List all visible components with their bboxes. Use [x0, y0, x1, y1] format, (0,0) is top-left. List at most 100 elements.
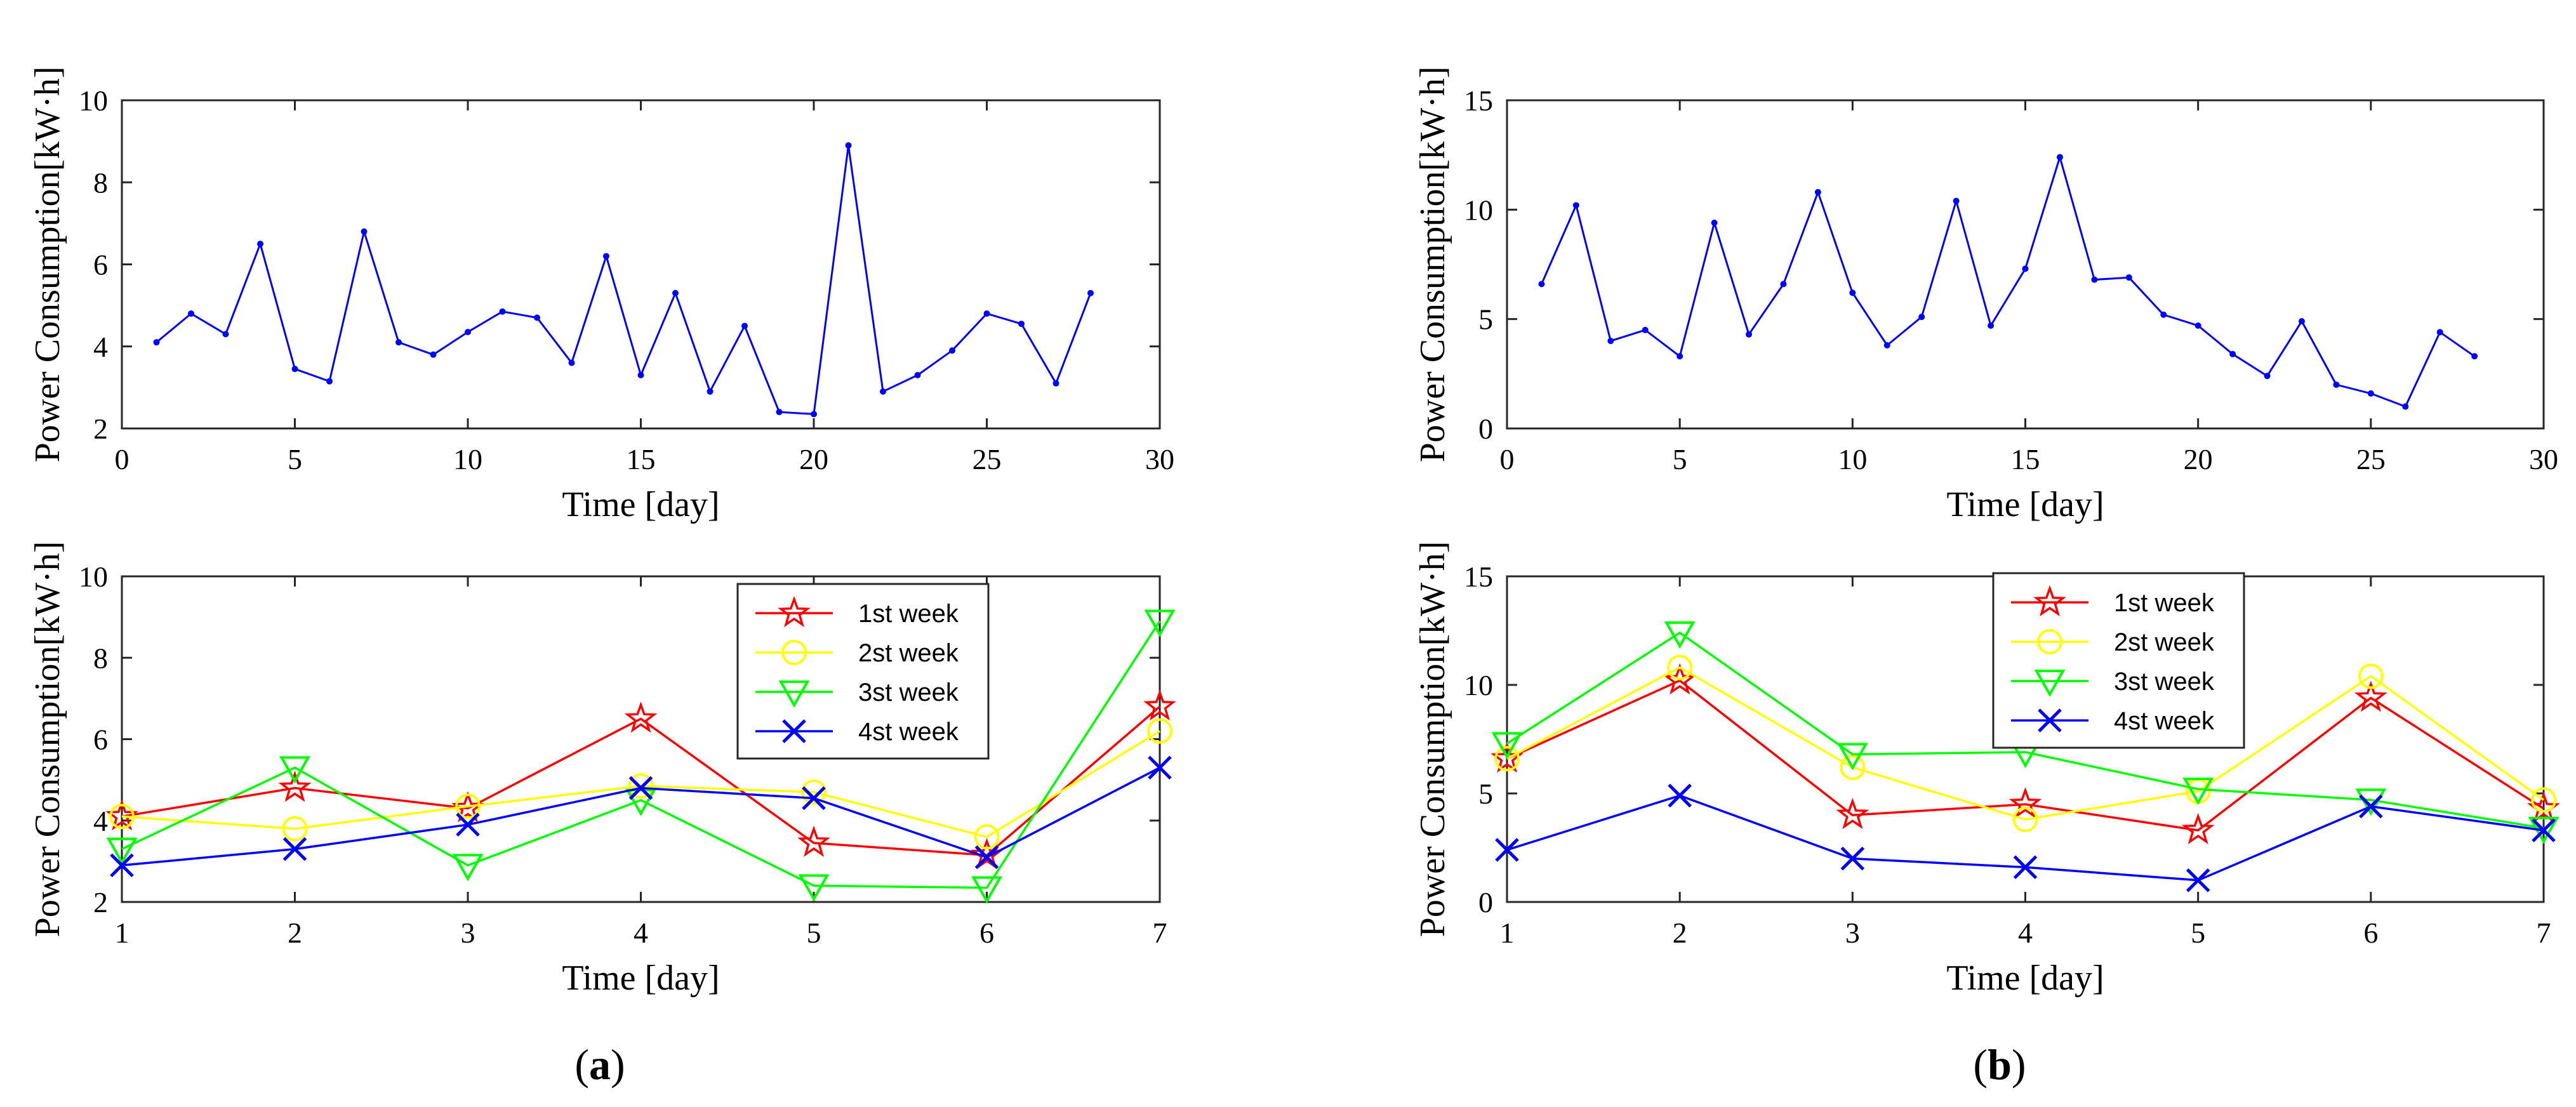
- data-point: [361, 228, 368, 235]
- legend-entry-label: 4st week: [2114, 707, 2215, 735]
- x-tick-label: 5: [288, 443, 302, 475]
- data-point: [776, 409, 783, 416]
- data-point: [1148, 755, 1172, 780]
- data-point: [2471, 353, 2478, 360]
- data-point: [983, 310, 990, 317]
- x-tick-label: 15: [2011, 443, 2040, 475]
- data-point: [1494, 746, 1520, 772]
- legend-marker: [2038, 708, 2062, 732]
- data-point: [2264, 373, 2271, 380]
- legend-marker: [782, 719, 806, 743]
- x-tick-label: 1: [1500, 917, 1515, 949]
- data-point: [2091, 276, 2098, 283]
- data-point: [1676, 353, 1683, 360]
- data-point: [637, 371, 644, 378]
- series-3st-week: [106, 609, 1176, 904]
- legend-marker: [2034, 670, 2066, 698]
- x-tick-label: 20: [2184, 443, 2213, 475]
- data-point: [568, 359, 575, 366]
- chart-panel-a-top: 0 5 10 15 20 25 30 2 4 6 8 10 Time [day] Power Consum…: [28, 67, 1174, 524]
- series-line: [121, 620, 1161, 889]
- data-point: [2436, 329, 2443, 336]
- data-point: [970, 838, 1004, 870]
- x-tick-label: 20: [799, 443, 828, 475]
- panel-label-close-paren: ): [611, 1040, 625, 1089]
- x-tick-label: 15: [627, 443, 656, 475]
- series-line: [1541, 156, 2475, 408]
- y-tick-label: 0: [1478, 886, 1493, 918]
- data-point: [257, 241, 263, 248]
- data-point: [1087, 289, 1094, 296]
- y-tick-label: 10: [79, 84, 108, 117]
- data-point: [2229, 350, 2236, 357]
- data-point: [430, 351, 437, 358]
- x-tick-label: 0: [1500, 443, 1515, 475]
- y-tick-label: 6: [93, 249, 108, 281]
- data-point: [949, 347, 955, 354]
- data-point: [452, 854, 484, 882]
- x-axis-label: Time [day]: [1946, 958, 2104, 998]
- data-point: [465, 329, 471, 336]
- data-point: [845, 142, 852, 149]
- data-point: [1836, 743, 1868, 771]
- data-point: [880, 388, 886, 395]
- panel-label-letter: b: [1988, 1040, 2012, 1089]
- data-point: [279, 756, 310, 784]
- y-tick-label: 2: [93, 413, 108, 445]
- x-tick-label: 2: [1673, 917, 1687, 949]
- data-point: [2013, 855, 2038, 880]
- series-4st-week: [1495, 783, 2556, 892]
- x-axis-label: Time [day]: [562, 958, 719, 998]
- legend-entry-label: 3st week: [2114, 668, 2215, 696]
- data-point: [2532, 818, 2556, 842]
- data-point: [798, 874, 830, 902]
- y-tick-label: 8: [93, 166, 108, 199]
- y-tick-label: 0: [1478, 413, 1493, 445]
- x-axis-label: Time [day]: [1946, 485, 2104, 524]
- x-tick-label: 3: [461, 917, 475, 949]
- y-tick-label: 4: [93, 805, 108, 837]
- data-point: [1849, 289, 1856, 296]
- data-point: [1607, 338, 1614, 345]
- data-point: [914, 371, 921, 378]
- x-tick-label: 3: [1845, 917, 1860, 949]
- series-2st-week: [1494, 654, 2556, 833]
- data-point: [1953, 197, 1960, 204]
- x-tick-label: 5: [1673, 443, 1687, 475]
- data-point: [153, 339, 160, 346]
- data-point: [811, 411, 817, 418]
- legend-marker: [778, 680, 810, 708]
- data-point: [2186, 868, 2210, 892]
- data-point: [395, 339, 402, 346]
- legend-entry-label: 1st week: [858, 600, 959, 628]
- data-point: [974, 824, 1000, 850]
- panel-label-a: (a): [574, 1040, 625, 1089]
- data-point: [1814, 189, 1821, 196]
- data-point: [2194, 322, 2201, 329]
- series-4st-week: [110, 755, 1172, 878]
- legend-entry-label: 2st week: [858, 639, 959, 667]
- data-point: [2125, 274, 2132, 281]
- y-axis-label: Power Consumption[kW·h]: [28, 67, 67, 463]
- chart-panel-b-bottom: 1 2 3 4 5 6 7 0 5 10 15 Time [day] Power Consumption…: [1413, 541, 2560, 998]
- y-axis-label: Power Consumption[kW·h]: [1413, 541, 1452, 938]
- legend-marker: [781, 640, 807, 665]
- data-point: [2358, 663, 2384, 689]
- series-line: [156, 144, 1092, 415]
- data-point: [110, 853, 134, 878]
- x-tick-label: 6: [2363, 917, 2378, 949]
- data-point: [2181, 812, 2215, 845]
- x-tick-label: 4: [2018, 917, 2033, 949]
- data-point: [1883, 342, 1890, 349]
- data-point: [499, 308, 506, 315]
- data-point: [455, 793, 481, 819]
- data-point: [1711, 220, 1718, 227]
- x-tick-label: 7: [2537, 917, 2551, 949]
- data-point: [1746, 331, 1753, 338]
- legend-marker: [2033, 585, 2066, 616]
- data-point: [802, 786, 826, 811]
- panel-label-close-paren: ): [2012, 1040, 2026, 1089]
- data-point: [741, 322, 748, 329]
- data-point: [2531, 787, 2556, 813]
- data-point: [1642, 326, 1649, 333]
